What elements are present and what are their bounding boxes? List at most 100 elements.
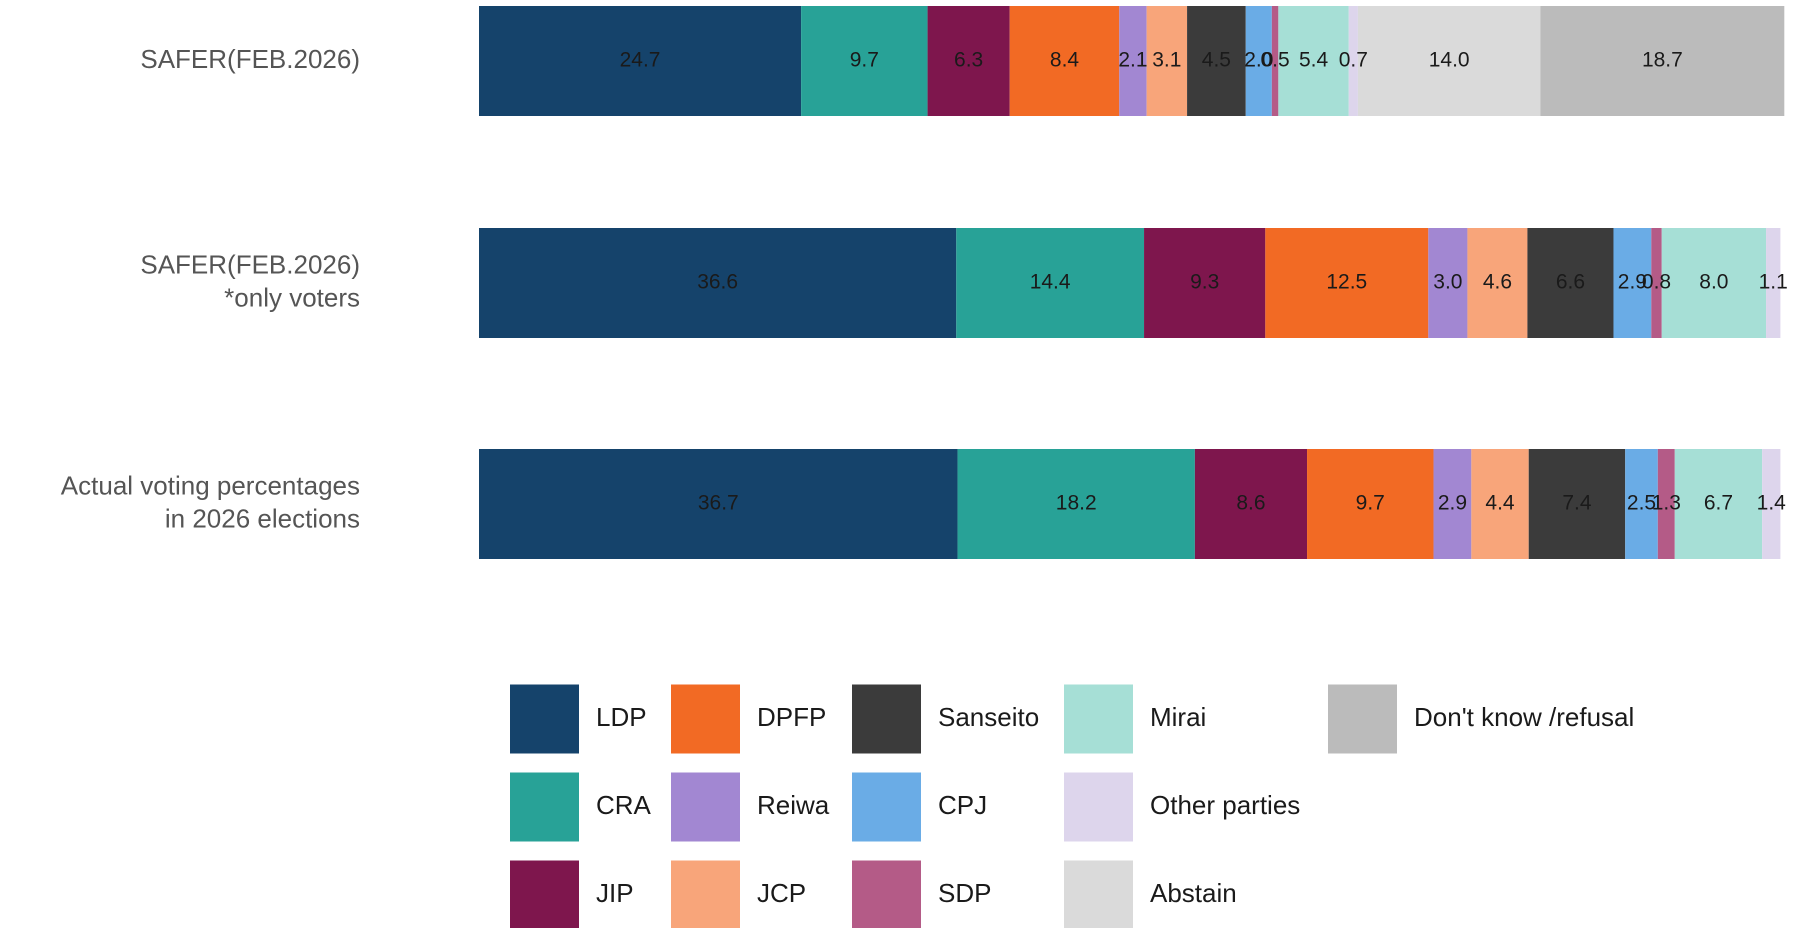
value-label: 4.6 xyxy=(1483,271,1512,294)
bar-segment xyxy=(1471,449,1529,559)
bar-segment xyxy=(1540,6,1785,116)
value-label: 9.7 xyxy=(850,49,879,72)
bar-segment xyxy=(479,449,958,559)
bar-segment xyxy=(1467,228,1528,338)
legend-swatch xyxy=(1064,684,1133,754)
bar-segment xyxy=(801,6,928,116)
bar-segment xyxy=(479,228,957,338)
bar-segment xyxy=(1528,449,1626,559)
value-label: 2.0 xyxy=(1244,49,1273,72)
bar-segment xyxy=(956,228,1145,338)
value-label: 0.7 xyxy=(1339,49,1368,72)
legend-swatch xyxy=(510,772,579,842)
bar-segment xyxy=(1766,228,1781,338)
value-label: 36.6 xyxy=(697,271,738,294)
bar-segment xyxy=(1187,6,1246,116)
category-label: SAFER(FEB.2026) xyxy=(140,44,360,74)
legend-swatch xyxy=(671,772,740,842)
bar-segment xyxy=(479,6,802,116)
value-label: 0.8 xyxy=(1642,271,1671,294)
value-label: 2.5 xyxy=(1627,492,1656,515)
bar-segment xyxy=(1762,449,1781,559)
bar-segment xyxy=(1657,449,1675,559)
value-label: 9.3 xyxy=(1190,271,1219,294)
value-label: 14.4 xyxy=(1030,271,1071,294)
value-label: 1.3 xyxy=(1652,492,1681,515)
value-label: 12.5 xyxy=(1326,271,1367,294)
bar-segment xyxy=(1271,6,1279,116)
bar-segment xyxy=(1428,228,1468,338)
legend-label: SDP xyxy=(938,878,991,908)
category-label: Actual voting percentages in 2026 electio… xyxy=(61,470,360,533)
bar-segment xyxy=(1357,6,1541,116)
legend-swatch xyxy=(1064,772,1133,842)
legend-label: Don't know /refusal xyxy=(1414,702,1634,732)
category-line: *only voters xyxy=(224,282,360,312)
value-label: 7.4 xyxy=(1562,492,1592,515)
bar-segment xyxy=(1661,228,1767,338)
legend-label: Reiwa xyxy=(757,790,830,820)
legend-swatch xyxy=(1328,684,1397,754)
bar-segment xyxy=(1144,228,1266,338)
category-line: SAFER(FEB.2026) xyxy=(140,249,360,279)
legend-swatch xyxy=(852,772,921,842)
bar-segment xyxy=(927,6,1010,116)
legend-label: CPJ xyxy=(938,790,987,820)
legend-swatch xyxy=(1064,860,1133,928)
value-label: 2.9 xyxy=(1438,492,1467,515)
bar-segment xyxy=(1119,6,1147,116)
value-label: 9.7 xyxy=(1356,492,1385,515)
value-label: 8.6 xyxy=(1236,492,1265,515)
value-label: 1.1 xyxy=(1759,271,1788,294)
value-label: 8.4 xyxy=(1050,49,1080,72)
category-label: SAFER(FEB.2026) *only voters xyxy=(140,249,360,312)
value-label: 24.7 xyxy=(620,49,661,72)
bar-segment xyxy=(1245,6,1272,116)
bar-segment xyxy=(1348,6,1358,116)
value-label: 3.1 xyxy=(1152,49,1181,72)
bar-segment xyxy=(1265,228,1429,338)
value-label: 3.0 xyxy=(1433,271,1462,294)
value-label: 4.5 xyxy=(1202,49,1231,72)
category-line: Actual voting percentages xyxy=(61,470,360,500)
bar-segment xyxy=(1651,228,1662,338)
legend-swatch xyxy=(671,684,740,754)
legend-label: Other parties xyxy=(1150,790,1300,820)
legend-swatch xyxy=(671,860,740,928)
bar-segment xyxy=(1194,449,1308,559)
value-label: 0.5 xyxy=(1260,49,1289,72)
bar-segment xyxy=(957,449,1195,559)
bar-segment xyxy=(1433,449,1472,559)
value-label: 2.9 xyxy=(1618,271,1647,294)
category-line: in 2026 elections xyxy=(165,503,360,533)
legend-swatch xyxy=(510,860,579,928)
value-label: 14.0 xyxy=(1429,49,1470,72)
legend-label: Abstain xyxy=(1150,878,1237,908)
bar-segment xyxy=(1674,449,1763,559)
bar-segment xyxy=(1307,449,1434,559)
bar-segment xyxy=(1009,6,1120,116)
bar-segment xyxy=(1625,449,1658,559)
legend-label: JIP xyxy=(596,878,634,908)
legend-swatch xyxy=(510,684,579,754)
bar-segment xyxy=(1527,228,1614,338)
legend-label: Sanseito xyxy=(938,702,1039,732)
legend-label: JCP xyxy=(757,878,806,908)
value-label: 6.3 xyxy=(954,49,983,72)
legend-label: DPFP xyxy=(757,702,826,732)
legend-label: Mirai xyxy=(1150,702,1206,732)
value-label: 8.0 xyxy=(1699,271,1728,294)
value-label: 36.7 xyxy=(698,492,739,515)
legend-label: CRA xyxy=(596,790,652,820)
category-line: SAFER(FEB.2026) xyxy=(140,44,360,74)
value-label: 18.7 xyxy=(1642,49,1683,72)
value-label: 4.4 xyxy=(1485,492,1515,515)
value-label: 6.7 xyxy=(1704,492,1733,515)
bar-segment xyxy=(1146,6,1188,116)
bar-segment xyxy=(1613,228,1652,338)
legend-label: LDP xyxy=(596,702,647,732)
value-label: 2.1 xyxy=(1118,49,1147,72)
value-label: 6.6 xyxy=(1556,271,1585,294)
value-label: 5.4 xyxy=(1299,49,1329,72)
